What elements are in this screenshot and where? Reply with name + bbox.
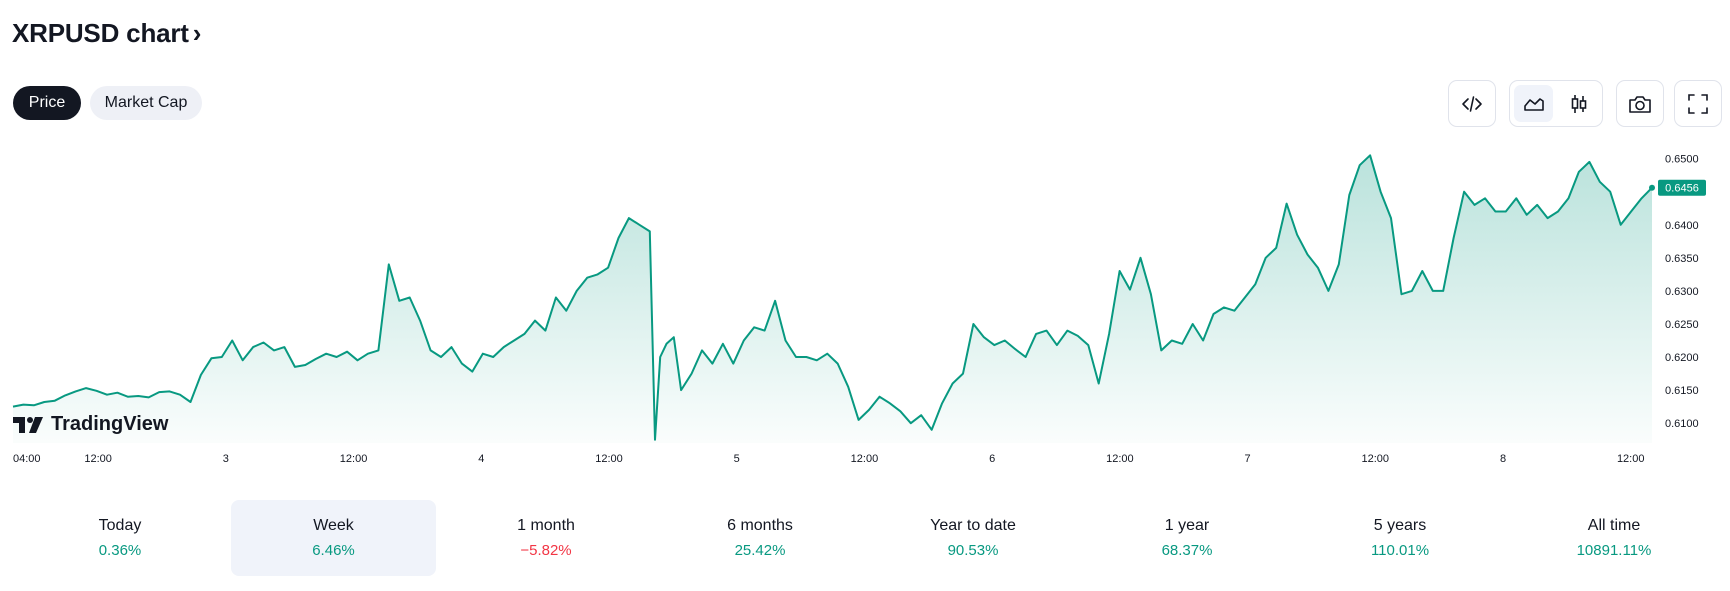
period-value: 25.42%	[734, 542, 786, 559]
last-price-badge	[1658, 179, 1706, 196]
y-axis-tick-label: 0.6150	[1665, 385, 1699, 397]
x-axis-tick-label: 12:00	[1617, 453, 1645, 465]
price-chart[interactable]: 0.65000.64500.64000.63500.63000.62500.62…	[0, 140, 1730, 470]
last-price-dot	[1649, 184, 1655, 191]
chart-title-text: XRPUSD chart	[12, 18, 189, 48]
tab-price[interactable]: Price	[13, 86, 81, 120]
period-label: Today	[98, 517, 142, 534]
x-axis-tick-label: 12:00	[851, 453, 879, 465]
x-axis-tick-label: 04:00	[13, 453, 41, 465]
period-6-months[interactable]: 6 months 25.42%	[660, 500, 860, 576]
price-line	[12, 154, 1653, 441]
x-axis-tick-label: 12:00	[1362, 453, 1390, 465]
y-axis-tick-label: 0.6350	[1665, 253, 1699, 265]
fullscreen-button-group	[1674, 80, 1722, 127]
x-axis-tick-label: 4	[478, 453, 484, 465]
candlestick-icon	[1571, 94, 1586, 113]
candlestick-button[interactable]	[1559, 85, 1598, 122]
x-axis-tick-label: 12:00	[340, 453, 368, 465]
price-chart-svg[interactable]: 0.65000.64500.64000.63500.63000.62500.62…	[0, 140, 1730, 470]
period-label: 1 month	[517, 517, 575, 534]
x-axis-tick-label: 7	[1245, 453, 1251, 465]
period-all-time[interactable]: All time 10891.11%	[1514, 500, 1714, 576]
period-5-years[interactable]: 5 years 110.01%	[1300, 500, 1500, 576]
period-label: Year to date	[930, 517, 1016, 534]
tradingview-logo-icon	[13, 416, 43, 433]
period-label: 6 months	[727, 517, 793, 534]
embed-code-icon	[1462, 95, 1482, 112]
price-area-fill	[13, 155, 1652, 444]
area-chart-button[interactable]	[1514, 85, 1553, 122]
y-axis-tick-label: 0.6400	[1665, 220, 1699, 232]
x-axis-tick-label: 12:00	[595, 453, 623, 465]
tradingview-logo-text: TradingView	[51, 413, 169, 435]
fullscreen-icon	[1688, 93, 1708, 114]
area-chart-icon	[1523, 97, 1544, 111]
period-value: −5.82%	[520, 542, 572, 559]
period-1-month[interactable]: 1 month −5.82%	[446, 500, 646, 576]
snapshot-button-group	[1616, 80, 1664, 127]
period-1-year[interactable]: 1 year 68.37%	[1087, 500, 1287, 576]
tradingview-logo[interactable]: TradingView	[13, 413, 168, 436]
y-axis-tick-label: 0.6250	[1665, 319, 1699, 331]
period-today[interactable]: Today 0.36%	[30, 500, 210, 576]
fullscreen-button[interactable]	[1675, 81, 1721, 126]
chart-style-group	[1509, 80, 1603, 127]
snapshot-button[interactable]	[1617, 81, 1663, 126]
chevron-right-icon: ›	[192, 18, 202, 48]
x-axis-tick-label: 12:00	[1106, 453, 1134, 465]
x-axis-tick-label: 8	[1500, 453, 1506, 465]
period-label: 5 years	[1373, 517, 1427, 534]
x-axis-tick-label: 3	[223, 453, 229, 465]
period-label: All time	[1587, 517, 1641, 534]
y-axis-tick-label: 0.6300	[1665, 286, 1699, 298]
period-year-to-date[interactable]: Year to date 90.53%	[873, 500, 1073, 576]
period-value: 6.46%	[312, 542, 355, 559]
period-value: 110.01%	[1370, 542, 1430, 559]
last-price-label: 0.6456	[1665, 183, 1699, 195]
tab-market-cap[interactable]: Market Cap	[90, 86, 202, 120]
embed-button-group	[1448, 80, 1496, 127]
chart-title[interactable]: XRPUSD chart ›	[12, 18, 201, 49]
period-value: 68.37%	[1161, 542, 1213, 559]
y-axis-tick-label: 0.6100	[1665, 418, 1699, 430]
camera-icon	[1629, 95, 1651, 113]
period-value: 0.36%	[98, 542, 142, 559]
x-axis-tick-label: 5	[734, 453, 740, 465]
period-label: Week	[313, 517, 354, 534]
period-week[interactable]: Week 6.46%	[231, 500, 436, 576]
period-value: 10891.11%	[1576, 542, 1652, 559]
embed-code-button[interactable]	[1449, 81, 1495, 126]
period-performance-bar: Today 0.36% Week 6.46% 1 month −5.82% 6 …	[0, 500, 1730, 576]
x-axis-tick-label: 6	[989, 453, 995, 465]
y-axis-tick-label: 0.6500	[1665, 154, 1699, 166]
period-value: 90.53%	[947, 542, 999, 559]
y-axis-tick-label: 0.6200	[1665, 352, 1699, 364]
period-label: 1 year	[1164, 517, 1210, 534]
x-axis-tick-label: 12:00	[84, 453, 112, 465]
